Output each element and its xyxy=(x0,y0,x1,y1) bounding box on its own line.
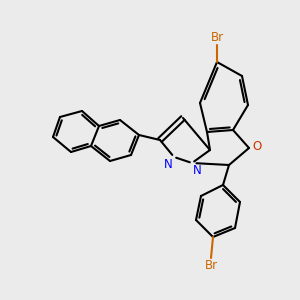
Text: N: N xyxy=(193,164,202,177)
Text: O: O xyxy=(252,140,261,152)
Text: Br: Br xyxy=(210,31,224,44)
Text: N: N xyxy=(164,158,173,171)
Text: Br: Br xyxy=(204,259,218,272)
